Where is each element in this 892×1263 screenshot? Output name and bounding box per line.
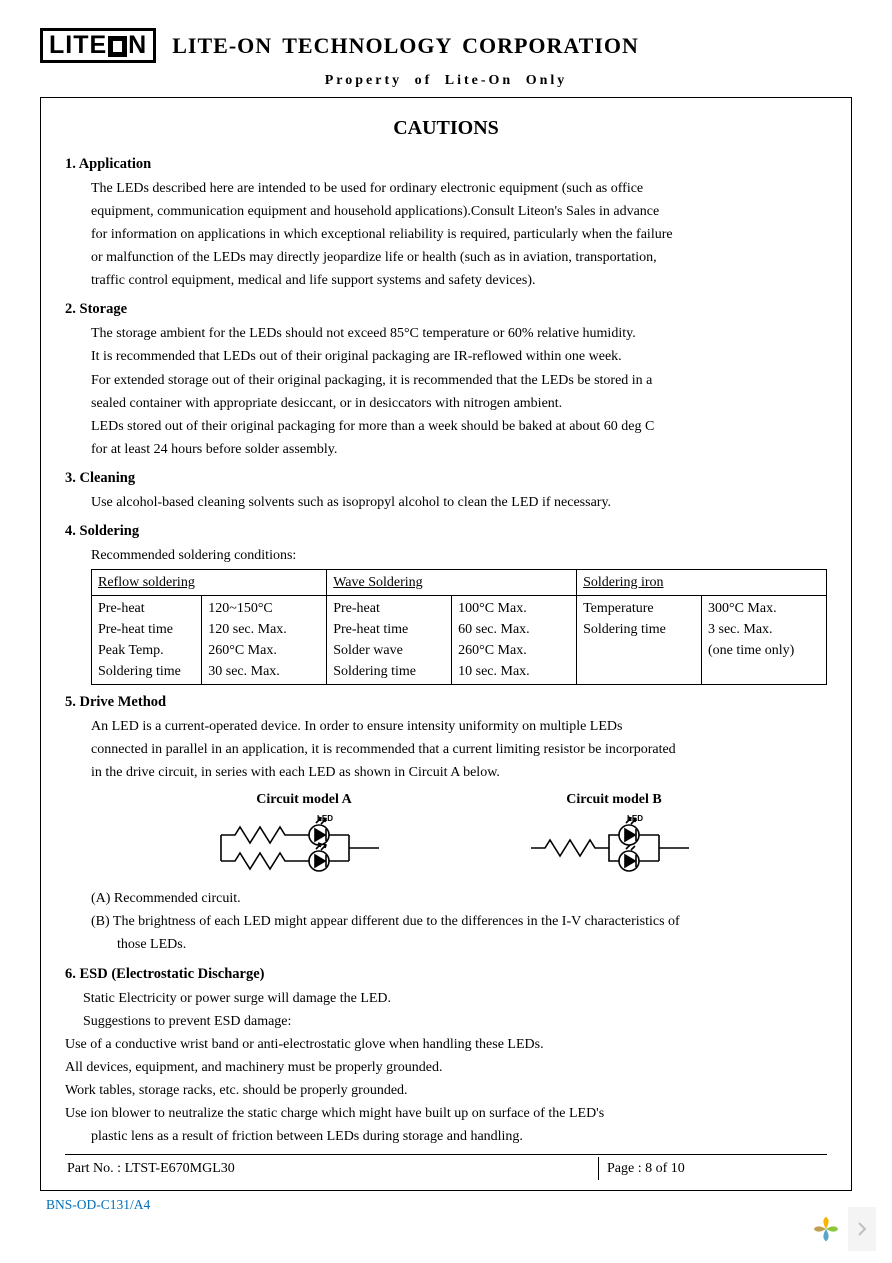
flower-icon [812,1215,840,1243]
sec3-body: Use alcohol-based cleaning solvents such… [91,491,827,514]
cell: 260°C Max. [208,640,320,661]
circuit-a: Circuit model A LED [219,788,389,885]
cell: 100°C Max. [458,598,570,619]
footer-page: Page : 8 of 10 [598,1157,827,1180]
cell: 260°C Max. [458,640,570,661]
cell: Pre-heat [333,598,445,619]
page-label: Page : [607,1161,645,1176]
cell: 3 sec. Max. [708,619,820,640]
soldering-table: Reflow soldering Wave Soldering Solderin… [91,569,827,685]
sec4-head: 4. Soldering [65,520,827,544]
sec1-l3: for information on applications in which… [91,223,827,246]
sec5-l3: in the drive circuit, in series with eac… [91,761,827,784]
sec6-l2: Suggestions to prevent ESD damage: [83,1010,827,1033]
sec5-head: 5. Drive Method [65,691,827,715]
sec6-head: 6. ESD (Electrostatic Discharge) [65,963,827,987]
sec1-l2: equipment, communication equipment and h… [91,200,827,223]
sec6-l3: Use of a conductive wrist band or anti-e… [65,1033,827,1056]
footer-row: Part No. : LTST-E670MGL30 Page : 8 of 10 [65,1154,827,1180]
sec6-body: Static Electricity or power surge will d… [83,987,827,1033]
sec5-l2: connected in parallel in an application,… [91,738,827,761]
th-reflow: Reflow soldering [98,575,195,590]
cell: 30 sec. Max. [208,661,320,682]
cell: 120~150°C [208,598,320,619]
page-root: LITE N LITE-ON TECHNOLOGY CORPORATION Pr… [0,0,892,1223]
sec2-body: The storage ambient for the LEDs should … [91,322,827,461]
cell: Pre-heat time [98,619,195,640]
sec5-lb1: (B) The brightness of each LED might app… [91,910,827,933]
table-row: Pre-heat Pre-heat time Peak Temp. Solder… [92,595,827,684]
corporation-name: LITE-ON TECHNOLOGY CORPORATION [172,33,639,59]
circuit-a-title: Circuit model A [219,788,389,811]
sec5-body: An LED is a current-operated device. In … [91,715,827,957]
sec1-body: The LEDs described here are intended to … [91,177,827,292]
cell: Peak Temp. [98,640,195,661]
sec3-head: 3. Cleaning [65,467,827,491]
sec2-l6: for at least 24 hours before solder asse… [91,438,827,461]
sec4-caption: Recommended soldering conditions: [91,544,827,567]
cell: Temperature [583,598,695,619]
sec6-l5: Work tables, storage racks, etc. should … [65,1079,827,1102]
logo-o-icon [108,36,127,57]
sec2-l4: sealed container with appropriate desicc… [91,392,827,415]
sec4-body: Recommended soldering conditions: Reflow… [91,544,827,685]
header: LITE N LITE-ON TECHNOLOGY CORPORATION [40,28,852,63]
cell: Soldering time [583,619,695,640]
cell: 120 sec. Max. [208,619,320,640]
cell: 60 sec. Max. [458,619,570,640]
th-wave: Wave Soldering [333,575,422,590]
sec1-l5: traffic control equipment, medical and l… [91,269,827,292]
next-page-button[interactable] [848,1207,876,1251]
circuit-b: Circuit model B LED [529,788,699,885]
circuit-diagrams: Circuit model A LED [91,788,827,885]
chevron-right-icon [857,1222,867,1236]
cell: Solder wave [333,640,445,661]
property-line: Property of Lite-On Only [40,73,852,89]
sec6-l6: Use ion blower to neutralize the static … [65,1102,827,1125]
liteon-logo: LITE N [40,28,156,63]
sec3-l1: Use alcohol-based cleaning solvents such… [91,491,827,514]
cell: Soldering time [98,661,195,682]
sec6-l4: All devices, equipment, and machinery mu… [65,1056,827,1079]
circuit-b-icon: LED [529,813,699,877]
logo-text-pre: LITE [49,33,107,58]
sec5-la: (A) Recommended circuit. [91,887,827,910]
part-label: Part No. : [67,1161,125,1176]
cautions-title: CAUTIONS [65,112,827,145]
circuit-a-icon: LED [219,813,389,877]
cell: (one time only) [708,640,820,661]
th-iron: Soldering iron [583,575,664,590]
cell: 10 sec. Max. [458,661,570,682]
part-value: LTST-E670MGL30 [125,1161,235,1176]
sec2-l5: LEDs stored out of their original packag… [91,415,827,438]
cell: Pre-heat [98,598,195,619]
sec1-l1: The LEDs described here are intended to … [91,177,827,200]
footer-part: Part No. : LTST-E670MGL30 [65,1157,598,1180]
sec2-head: 2. Storage [65,298,827,322]
sec5-lb2: those LEDs. [117,933,827,956]
logo-text-post: N [128,33,147,58]
sec6-l7: plastic lens as a result of friction bet… [91,1125,827,1148]
table-header-row: Reflow soldering Wave Soldering Solderin… [92,569,827,595]
sec5-l1: An LED is a current-operated device. In … [91,715,827,738]
doc-code: BNS-OD-C131/A4 [46,1197,852,1213]
page-of: of [652,1161,671,1176]
cell: Pre-heat time [333,619,445,640]
sec2-l1: The storage ambient for the LEDs should … [91,322,827,345]
sec6-l1: Static Electricity or power surge will d… [83,987,827,1010]
sec1-l4: or malfunction of the LEDs may directly … [91,246,827,269]
sec2-l3: For extended storage out of their origin… [91,369,827,392]
cell: 300°C Max. [708,598,820,619]
sec1-head: 1. Application [65,153,827,177]
content-box: CAUTIONS 1. Application The LEDs describ… [40,97,852,1191]
pager [812,1207,876,1251]
circuit-b-title: Circuit model B [529,788,699,811]
cell: Soldering time [333,661,445,682]
page-total: 10 [671,1161,685,1176]
sec2-l2: It is recommended that LEDs out of their… [91,345,827,368]
